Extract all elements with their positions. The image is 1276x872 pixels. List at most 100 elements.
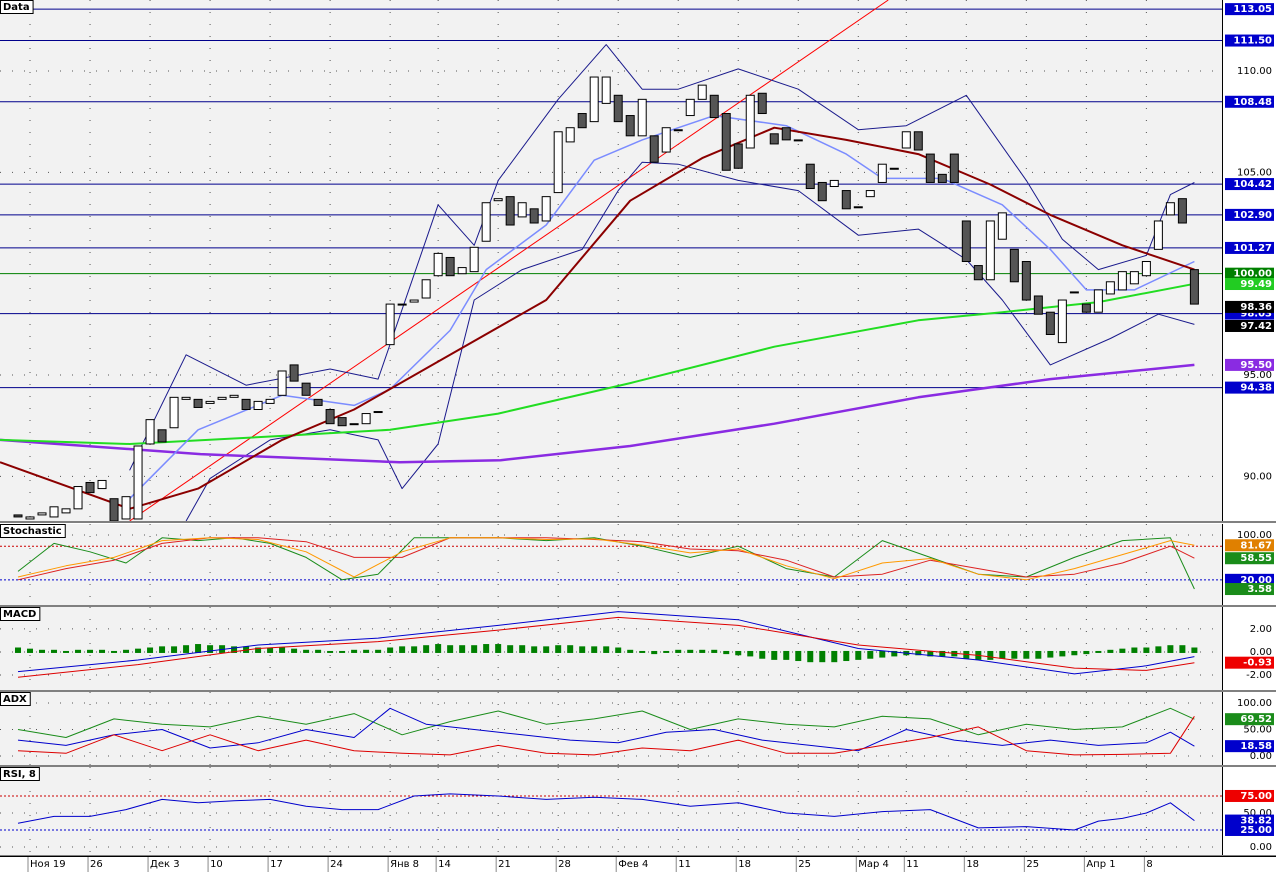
histogram-bar: [279, 647, 286, 653]
candle-body: [265, 398, 275, 404]
candle-body: [757, 92, 767, 115]
x-tick-label: 8: [1146, 859, 1152, 870]
candle-body: [25, 516, 35, 520]
histogram-bar: [747, 650, 754, 657]
value-tag: [1225, 358, 1274, 371]
histogram-bar: [411, 646, 418, 653]
candle-body: [577, 113, 587, 129]
x-tick-label: 26: [90, 859, 103, 870]
x-tick-label: Апр 1: [1086, 859, 1115, 870]
candle-body: [121, 496, 131, 520]
candle-body: [805, 163, 815, 190]
candle-body: [169, 396, 179, 429]
candle-body: [205, 400, 215, 404]
value-tag: [1225, 278, 1274, 291]
histogram-bar: [843, 650, 850, 662]
histogram-bar: [639, 650, 646, 653]
candle-body: [193, 398, 203, 408]
candle-body: [433, 252, 443, 277]
histogram-bar: [1131, 647, 1138, 653]
value-tag-label: 95.50: [1240, 360, 1272, 371]
y-tick-label: 0.00: [1250, 751, 1272, 762]
trend-line: [129, 0, 889, 521]
candle-body: [1165, 202, 1175, 216]
value-tag-label: 3.58: [1247, 584, 1272, 595]
value-tag-label: 98.36: [1240, 302, 1272, 313]
x-tick-label: Ноя 19: [30, 859, 66, 870]
value-tag-label: 111.50: [1233, 36, 1272, 47]
histogram-bar: [687, 649, 694, 653]
candle-body: [529, 208, 539, 224]
candle-body: [1141, 261, 1151, 277]
histogram-bar: [423, 645, 430, 653]
candle-body: [985, 220, 995, 281]
histogram-bar: [651, 650, 658, 655]
histogram-bar: [543, 646, 550, 653]
candle-body: [481, 202, 491, 242]
panel-plot: [0, 524, 1222, 605]
histogram-bar: [699, 649, 706, 653]
indicator-line: [17, 707, 1195, 752]
candle-body: [1129, 271, 1139, 285]
candle-body: [85, 481, 95, 494]
histogram-bar: [999, 650, 1006, 659]
panel-background: [0, 524, 1222, 605]
value-tag-label: 100.00: [1233, 269, 1272, 280]
candle-body: [445, 256, 455, 277]
histogram-bar: [663, 650, 670, 653]
value-tag: [1225, 552, 1274, 565]
value-tag: [1225, 267, 1274, 280]
candle-body: [565, 127, 575, 143]
y-tick-label: 100.00: [1237, 698, 1272, 709]
indicator-line: [0, 363, 1195, 464]
panel-plot: [0, 767, 1222, 855]
histogram-bar: [1191, 647, 1198, 653]
candle-body: [877, 163, 887, 183]
histogram-bar: [915, 650, 922, 656]
indicator-line: [129, 44, 1195, 471]
histogram-bar: [939, 650, 946, 657]
histogram-bar: [1167, 645, 1174, 653]
candle-body: [937, 173, 947, 183]
candle-body: [889, 167, 899, 170]
x-tick-label: Янв 8: [390, 859, 419, 870]
histogram-bar: [1083, 650, 1090, 655]
value-tag: [1225, 789, 1274, 802]
histogram-bar: [807, 650, 814, 663]
value-tag: [1225, 583, 1274, 596]
panel-plot: [0, 692, 1222, 765]
histogram-bar: [15, 647, 22, 653]
x-tick-label: 11: [906, 859, 919, 870]
histogram-bar: [1155, 646, 1162, 653]
value-tag: [1225, 3, 1274, 16]
histogram-bar: [87, 649, 94, 653]
value-tag: [1225, 573, 1274, 586]
histogram-bar: [207, 645, 214, 653]
histogram-bar: [771, 650, 778, 660]
histogram-bar: [879, 650, 886, 658]
candle-body: [1045, 311, 1055, 335]
candle-body: [217, 396, 227, 400]
panel-background: [0, 692, 1222, 765]
candle-body: [1069, 291, 1079, 294]
candle-body: [601, 76, 611, 104]
histogram-bar: [987, 650, 994, 660]
value-tag: [1225, 814, 1274, 827]
x-tick-label: Фев 4: [618, 859, 648, 870]
panel-title-box: [0, 607, 41, 621]
value-tag-label: 98.03: [1240, 309, 1272, 320]
candle-body: [745, 94, 755, 149]
histogram-bar: [459, 645, 466, 653]
histogram-bar: [375, 649, 382, 653]
indicator-line: [17, 611, 1195, 675]
candle-body: [817, 181, 827, 202]
candle-body: [517, 202, 527, 218]
value-tag: [1225, 95, 1274, 108]
candle-body: [229, 394, 239, 398]
value-tag: [1225, 381, 1274, 394]
value-tag-label: 81.67: [1240, 540, 1272, 551]
indicator-line: [185, 161, 1195, 521]
candle-body: [397, 303, 407, 306]
